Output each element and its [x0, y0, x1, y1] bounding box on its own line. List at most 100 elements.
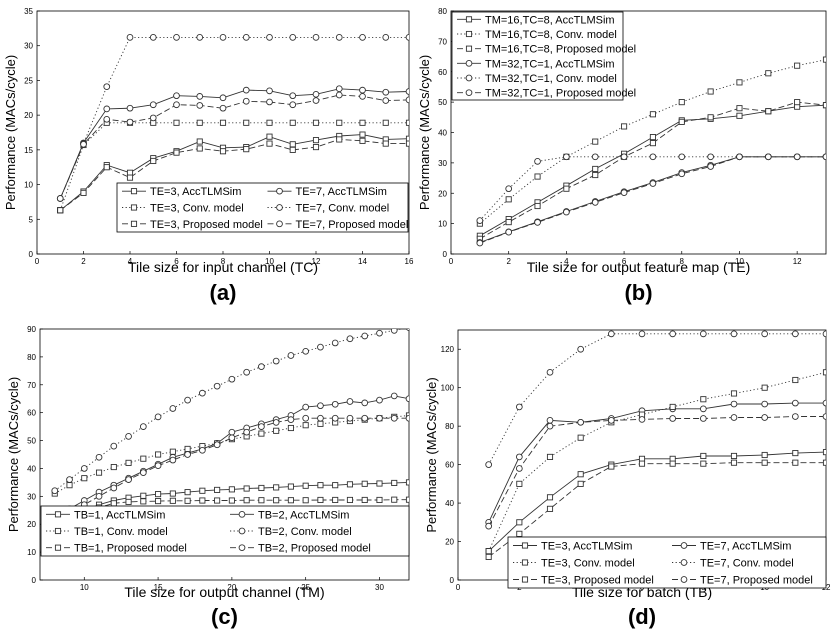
series-group — [485, 330, 826, 560]
data-point — [346, 414, 354, 422]
data-point — [199, 446, 206, 454]
legend-entry-0: TB=1, AccTLMSim — [74, 509, 165, 521]
data-point — [95, 469, 103, 476]
data-point — [516, 519, 523, 526]
data-point — [546, 505, 554, 512]
data-point — [336, 119, 343, 126]
data-point — [505, 228, 513, 236]
data-point — [359, 34, 366, 41]
data-point — [317, 414, 324, 422]
data-point — [272, 357, 280, 365]
legend-entry-1: TE=7, AccTLMSim — [296, 186, 387, 198]
data-point — [243, 485, 250, 492]
data-point — [761, 459, 768, 466]
data-point — [405, 96, 409, 104]
data-point — [258, 423, 265, 430]
data-point — [822, 56, 826, 63]
legend-entry-2: TB=1, Conv. model — [74, 526, 168, 538]
legend-entry-5: TB=2, Proposed model — [258, 543, 371, 555]
data-point — [359, 86, 366, 94]
data-point — [546, 494, 554, 501]
data-point — [219, 119, 227, 126]
data-point — [534, 219, 541, 226]
legend-marker — [54, 544, 62, 551]
data-point — [761, 330, 769, 338]
y-tick-label: 50 — [27, 437, 36, 446]
x-tick-label: 30 — [375, 583, 384, 592]
x-tick-label: 12 — [312, 257, 321, 266]
data-point — [149, 101, 157, 109]
data-point — [485, 461, 493, 468]
y-tick-label: 40 — [445, 499, 454, 508]
legend: TE=3, AccTLMSim TE=7, AccTLMSim TE=3, Conv… — [116, 182, 409, 233]
data-point — [376, 396, 383, 404]
data-point — [57, 207, 64, 214]
series-group — [56, 34, 409, 214]
legend-entry-5: TM=32,TC=1, Proposed model — [485, 88, 636, 100]
data-point — [621, 123, 628, 130]
data-point — [332, 482, 339, 489]
y-tick-label: 0 — [443, 250, 448, 259]
data-point — [736, 79, 743, 86]
legend-marker — [465, 74, 473, 82]
series-line-5 — [59, 94, 409, 199]
data-point — [173, 92, 180, 100]
data-point — [707, 163, 714, 170]
data-point — [405, 34, 409, 41]
data-point — [391, 479, 398, 486]
data-point — [476, 239, 484, 247]
x-tick-label: 10 — [735, 257, 744, 266]
legend-marker — [130, 220, 138, 227]
data-point — [822, 459, 826, 466]
data-point — [139, 423, 147, 430]
series-line-3 — [59, 36, 409, 199]
legend-marker — [680, 559, 688, 566]
legend-marker — [465, 45, 473, 52]
legend-marker — [54, 527, 62, 535]
data-point — [546, 453, 554, 460]
data-point — [317, 482, 324, 489]
data-point — [140, 498, 147, 505]
data-point — [563, 185, 570, 192]
data-point — [95, 492, 103, 500]
data-point — [390, 329, 398, 334]
data-point — [359, 93, 366, 100]
y-tick-label: 25 — [24, 76, 33, 85]
legend-box — [451, 11, 624, 101]
data-point — [173, 101, 180, 109]
data-point — [228, 375, 236, 383]
data-point — [272, 419, 280, 426]
data-point — [822, 413, 826, 420]
x-tick-label: 0 — [35, 257, 40, 266]
data-point — [287, 424, 294, 432]
legend-entry-5: TE=7, Proposed model — [700, 575, 813, 587]
y-tick-label: 50 — [438, 98, 447, 107]
legend-entry-3: TM=32,TC=1, AccTLMSim — [485, 58, 615, 70]
data-point — [266, 87, 273, 95]
data-point — [607, 330, 615, 338]
data-point — [516, 530, 523, 537]
data-point — [700, 452, 707, 460]
data-point — [765, 70, 772, 77]
y-tick-label: 80 — [445, 422, 454, 431]
y-tick-label: 0 — [29, 250, 34, 259]
data-point — [228, 497, 235, 504]
data-point — [196, 138, 203, 145]
data-point — [591, 153, 599, 161]
x-axis-label: Tile size for output channel (TM) — [124, 584, 324, 600]
data-point — [346, 496, 354, 504]
x-tick-label: 16 — [405, 257, 414, 266]
x-tick-label: 8 — [221, 257, 226, 266]
data-point — [792, 459, 799, 466]
data-point — [336, 136, 343, 143]
data-point — [534, 158, 541, 165]
data-point — [699, 405, 707, 413]
series-line-2 — [488, 371, 826, 552]
data-point — [764, 153, 772, 161]
x-tick-label: 20 — [227, 583, 236, 592]
data-point — [169, 405, 177, 412]
legend: TM=16,TC=8, AccTLMSim TM=16,TC=8, Conv. m… — [451, 11, 636, 101]
y-tick-label: 100 — [441, 384, 455, 393]
y-axis-label: Performance (MACs/cycle) — [6, 377, 21, 532]
